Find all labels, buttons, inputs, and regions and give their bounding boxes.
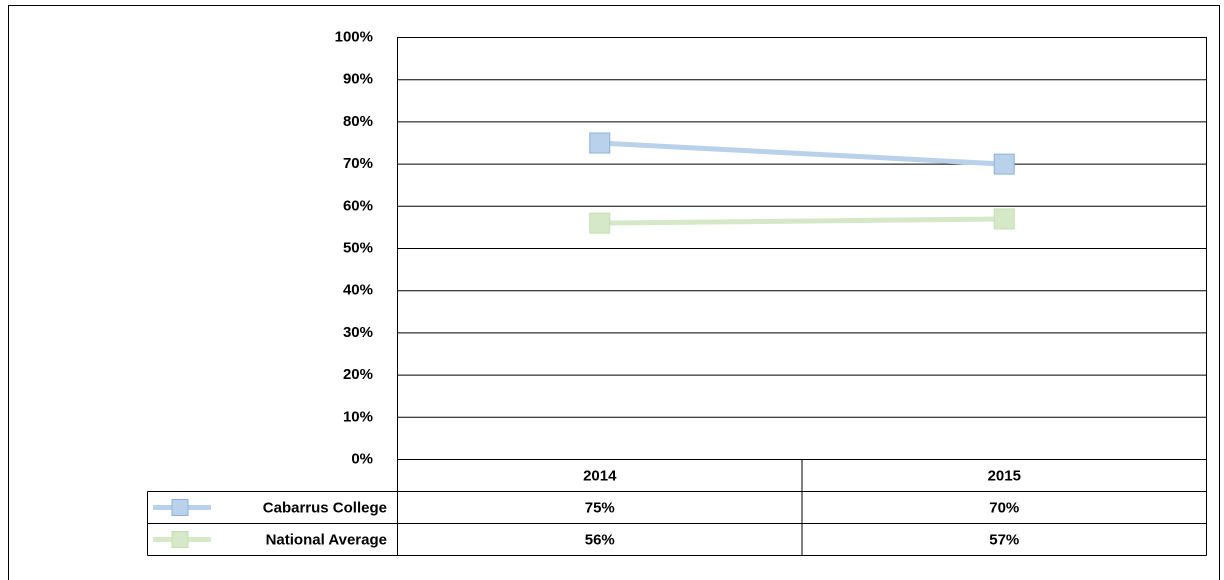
- y-tick-label: 80%: [343, 113, 373, 130]
- marker: [993, 208, 1015, 230]
- marker: [589, 212, 611, 234]
- y-tick-label: 10%: [343, 408, 373, 425]
- x-tick-label: 2014: [583, 467, 617, 484]
- y-tick-label: 50%: [343, 239, 373, 256]
- y-tick-label: 0%: [351, 450, 373, 467]
- table-value: 56%: [585, 531, 615, 548]
- y-tick-label: 100%: [335, 28, 373, 45]
- marker: [589, 132, 611, 154]
- legend-label: National Average: [266, 531, 387, 548]
- legend-label: Cabarrus College: [263, 499, 387, 516]
- table-value: 70%: [989, 499, 1019, 516]
- table-value: 75%: [585, 499, 615, 516]
- y-tick-label: 40%: [343, 282, 373, 299]
- legend-key-marker: [171, 499, 189, 516]
- series-line: [599, 216, 1005, 226]
- table-value: 57%: [989, 531, 1019, 548]
- marker: [993, 153, 1015, 175]
- y-tick-label: 20%: [343, 366, 373, 383]
- x-tick-label: 2015: [988, 467, 1021, 484]
- series-line: [599, 140, 1005, 167]
- y-tick-label: 60%: [343, 197, 373, 214]
- chart-frame: [8, 5, 1220, 580]
- legend-key-marker: [171, 531, 189, 548]
- y-tick-label: 70%: [343, 155, 373, 172]
- y-tick-label: 90%: [343, 71, 373, 88]
- y-tick-label: 30%: [343, 324, 373, 341]
